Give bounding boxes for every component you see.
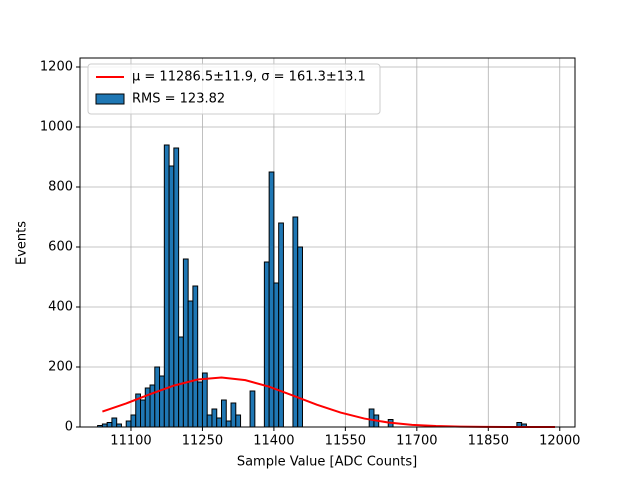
histogram-bar xyxy=(225,420,232,428)
histogram-bar xyxy=(297,246,303,428)
histogram-bar xyxy=(230,402,237,428)
histogram-bar xyxy=(154,366,161,428)
histogram-bar xyxy=(130,414,137,428)
histogram-bar xyxy=(125,420,132,428)
histogram-bar xyxy=(206,414,213,428)
x-tick-label: 11850 xyxy=(468,434,509,449)
y-tick-label: 1200 xyxy=(40,60,73,75)
x-tick-label: 12000 xyxy=(539,434,580,449)
histogram-bar xyxy=(187,300,194,428)
legend-box xyxy=(87,63,381,115)
x-tick-label: 11100 xyxy=(110,434,151,449)
histogram-bar xyxy=(235,414,242,428)
histogram-bar xyxy=(178,336,184,428)
legend: μ = 11286.5±11.9, σ = 161.3±13.1 RMS = 12… xyxy=(87,63,381,115)
x-axis-label: Sample Value [ADC Counts] xyxy=(237,455,417,470)
histogram-bar xyxy=(278,222,284,428)
histogram-bar xyxy=(159,375,165,428)
x-tick-label: 11700 xyxy=(396,434,437,449)
histogram-bar xyxy=(163,144,170,428)
legend-label: RMS = 123.82 xyxy=(132,92,225,107)
histogram-bar xyxy=(211,408,218,428)
y-tick-label: 800 xyxy=(48,180,73,195)
histogram-bar xyxy=(149,384,156,428)
y-axis-label: Events xyxy=(15,221,30,265)
histogram-bar xyxy=(140,399,146,428)
histogram-bar xyxy=(192,285,199,428)
y-tick-label: 0 xyxy=(65,420,73,435)
histogram-bar xyxy=(201,372,208,428)
histogram-bar xyxy=(111,417,118,428)
histogram-bar xyxy=(106,422,113,428)
plot-frame xyxy=(79,57,576,428)
y-tick-label: 600 xyxy=(48,240,73,255)
histogram-bar xyxy=(368,408,375,428)
x-tick-label: 11550 xyxy=(325,434,366,449)
x-tick-label: 11250 xyxy=(182,434,223,449)
legend-label: μ = 11286.5±11.9, σ = 161.3±13.1 xyxy=(132,70,366,85)
histogram-bar xyxy=(273,282,280,428)
y-tick-label: 200 xyxy=(48,360,73,375)
histogram-bar xyxy=(216,417,222,428)
x-tick-label: 11400 xyxy=(253,434,294,449)
histogram-bar xyxy=(263,261,270,428)
y-tick-label: 1000 xyxy=(40,120,73,135)
histogram-bar xyxy=(220,399,227,428)
histogram-bar xyxy=(249,390,256,428)
histogram-bar xyxy=(182,258,189,428)
legend-patch xyxy=(95,93,125,105)
y-tick-label: 400 xyxy=(48,300,73,315)
histogram-bar xyxy=(197,381,203,428)
